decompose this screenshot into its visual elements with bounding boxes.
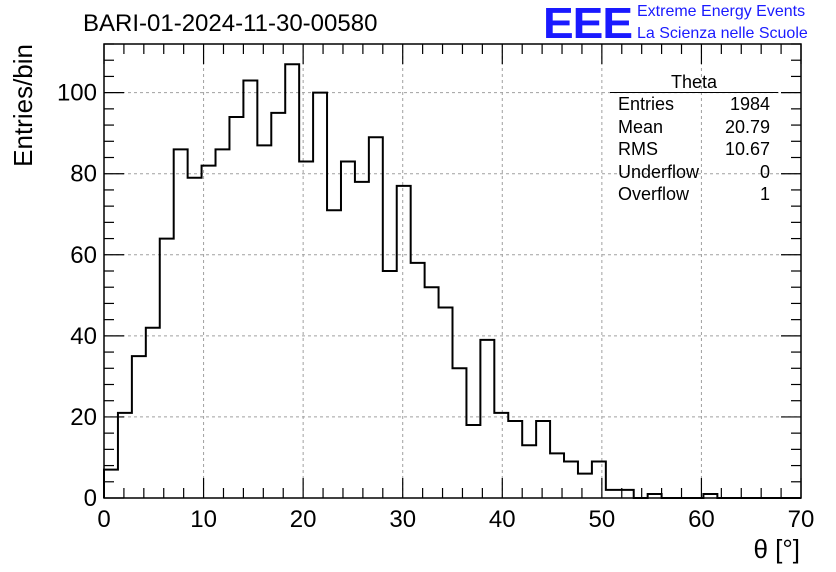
logo-line-1: Extreme Energy Events [637, 3, 806, 20]
eee-logo: EEE [543, 0, 633, 48]
x-tick-label: 10 [190, 506, 217, 533]
stats-label: Underflow [618, 161, 700, 182]
x-tick-label: 20 [290, 506, 317, 533]
stats-row-rms: RMS 10.67 [610, 138, 778, 161]
stats-value: 1 [759, 184, 770, 205]
stats-label: Entries [618, 94, 675, 114]
y-tick-label: 20 [70, 404, 97, 431]
y-axis-label: Entries/bin [8, 44, 38, 167]
stats-row-mean: Mean 20.79 [610, 116, 778, 139]
stats-row-overflow: Overflow 1 [610, 183, 778, 206]
stats-value: 1984 [729, 94, 770, 114]
y-tick-label: 40 [70, 323, 97, 350]
chart-title: BARI-01-2024-11-30-00580 [83, 10, 378, 37]
x-tick-label: 0 [97, 506, 110, 533]
stats-title: Theta [610, 72, 778, 93]
x-axis-label: θ [°] [753, 534, 800, 564]
x-tick-label: 60 [688, 506, 715, 533]
x-tick-label: 50 [589, 506, 616, 533]
stats-box: Theta Entries 1984 Mean 20.79 RMS 10.67 … [610, 72, 778, 206]
stats-value: 0 [759, 161, 770, 182]
stats-row-entries: Entries 1984 [610, 93, 778, 116]
x-tick-label: 70 [788, 506, 815, 533]
stats-label: Mean [618, 116, 664, 137]
y-tick-label: 80 [70, 161, 97, 188]
x-tick-label: 30 [389, 506, 416, 533]
axis-ticks [103, 43, 802, 499]
logo-line-2: La Scienza nelle Scuole [637, 25, 808, 42]
plot-frame [103, 43, 802, 499]
stats-value: 10.67 [724, 139, 770, 160]
y-tick-label: 0 [84, 485, 97, 512]
y-tick-label: 100 [57, 80, 97, 107]
x-tick-label: 40 [489, 506, 516, 533]
y-tick-label: 60 [70, 242, 97, 269]
stats-value: 20.79 [724, 116, 770, 137]
stats-label: Overflow [618, 184, 690, 205]
stats-row-underflow: Underflow 0 [610, 161, 778, 184]
stats-label: RMS [618, 139, 658, 160]
